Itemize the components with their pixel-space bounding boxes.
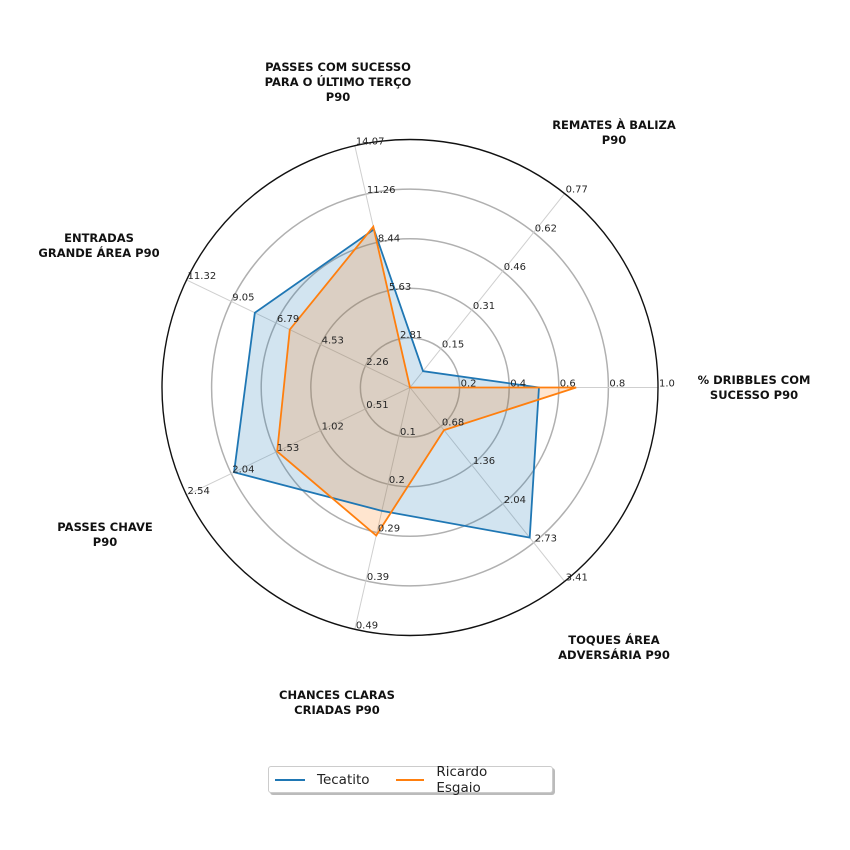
legend: Tecatito Ricardo Esgaio bbox=[268, 763, 553, 796]
series-line-0 bbox=[233, 227, 540, 539]
axis-spoke-6 bbox=[409, 387, 566, 582]
series-fill-1 bbox=[277, 226, 577, 536]
tick-label-0-2: 0.6 bbox=[560, 379, 576, 390]
axis-label-1-line-1: P90 bbox=[602, 133, 626, 147]
axis-label-3-line-0: ENTRADAS bbox=[64, 231, 134, 245]
tick-label-0-4: 1.0 bbox=[659, 379, 675, 390]
tick-label-5-3: 0.39 bbox=[367, 572, 389, 583]
tick-label-1-4: 0.77 bbox=[566, 185, 588, 196]
outer-circle bbox=[161, 138, 659, 637]
tick-label-1-3: 0.62 bbox=[535, 223, 557, 234]
tick-label-3-2: 6.79 bbox=[277, 314, 299, 325]
legend-label-ricardo-esgaio: Ricardo Esgaio bbox=[436, 763, 488, 796]
axis-spoke-1 bbox=[409, 193, 566, 388]
tick-label-5-0: 0.1 bbox=[400, 427, 416, 438]
tick-label-0-0: 0.2 bbox=[461, 379, 477, 390]
tick-label-3-3: 9.05 bbox=[232, 292, 254, 303]
axis-label-4-line-1: P90 bbox=[93, 535, 117, 549]
legend-item-tecatito: Tecatito bbox=[275, 772, 370, 788]
axis-label-2-line-0: PASSES COM SUCESSO bbox=[265, 60, 411, 74]
tick-label-6-1: 1.36 bbox=[473, 456, 495, 467]
tick-label-4-0: 0.51 bbox=[366, 400, 388, 411]
legend-label-tecatito: Tecatito bbox=[317, 771, 370, 788]
tick-label-1-0: 0.15 bbox=[442, 340, 464, 351]
legend-swatch-ricardo-esgaio bbox=[395, 778, 425, 781]
tick-label-4-4: 2.54 bbox=[188, 486, 210, 497]
legend-swatch-tecatito bbox=[275, 778, 305, 781]
tick-label-5-4: 0.49 bbox=[356, 620, 378, 631]
tick-label-6-2: 2.04 bbox=[504, 495, 526, 506]
tick-label-5-2: 0.29 bbox=[378, 524, 400, 535]
tick-label-2-2: 8.44 bbox=[378, 233, 400, 244]
tick-label-1-1: 0.31 bbox=[473, 301, 495, 312]
axis-label-0-line-1: SUCESSO P90 bbox=[710, 388, 798, 402]
tick-label-3-4: 11.32 bbox=[188, 271, 217, 282]
series-line-1 bbox=[276, 224, 577, 537]
tick-label-2-3: 11.26 bbox=[367, 185, 396, 196]
series-fill-0 bbox=[234, 229, 539, 538]
tick-label-3-0: 2.26 bbox=[366, 357, 388, 368]
axis-label-2-line-2: P90 bbox=[326, 90, 350, 104]
legend-item-ricardo-esgaio: Ricardo Esgaio bbox=[395, 763, 532, 796]
tick-label-2-1: 5.63 bbox=[389, 282, 411, 293]
axis-label-5-line-0: CHANCES CLARAS bbox=[279, 688, 395, 702]
axis-label-1-line-0: REMATES À BALIZA bbox=[552, 117, 676, 132]
tick-label-0-1: 0.4 bbox=[510, 379, 526, 390]
tick-label-6-3: 2.73 bbox=[535, 534, 557, 545]
axis-spoke-3 bbox=[186, 279, 411, 388]
tick-label-3-1: 4.53 bbox=[322, 335, 344, 346]
tick-label-1-2: 0.46 bbox=[504, 262, 526, 273]
tick-label-4-3: 2.04 bbox=[232, 465, 254, 476]
axis-label-6-line-1: ADVERSÁRIA P90 bbox=[558, 647, 670, 662]
axis-label-0-line-0: % DRIBBLES COM bbox=[698, 373, 811, 387]
tick-label-2-0: 2.81 bbox=[400, 330, 422, 341]
tick-label-4-2: 1.53 bbox=[277, 443, 299, 454]
axis-label-6-line-0: TOQUES ÁREA bbox=[568, 632, 659, 647]
axis-spoke-4 bbox=[186, 387, 411, 496]
axis-label-3-line-1: GRANDE ÁREA P90 bbox=[38, 245, 159, 260]
axis-label-2-line-1: PARA O ÚLTIMO TERÇO bbox=[265, 74, 412, 89]
tick-label-5-1: 0.2 bbox=[389, 475, 405, 486]
tick-label-2-4: 14.07 bbox=[356, 137, 385, 148]
tick-label-4-1: 1.02 bbox=[322, 422, 344, 433]
axis-spoke-5 bbox=[354, 387, 411, 630]
tick-label-6-0: 0.68 bbox=[442, 417, 464, 428]
axis-label-4-line-0: PASSES CHAVE bbox=[57, 520, 153, 534]
axis-label-5-line-1: CRIADAS P90 bbox=[294, 703, 380, 717]
tick-label-0-3: 0.8 bbox=[609, 379, 625, 390]
tick-label-6-4: 3.41 bbox=[566, 572, 588, 583]
